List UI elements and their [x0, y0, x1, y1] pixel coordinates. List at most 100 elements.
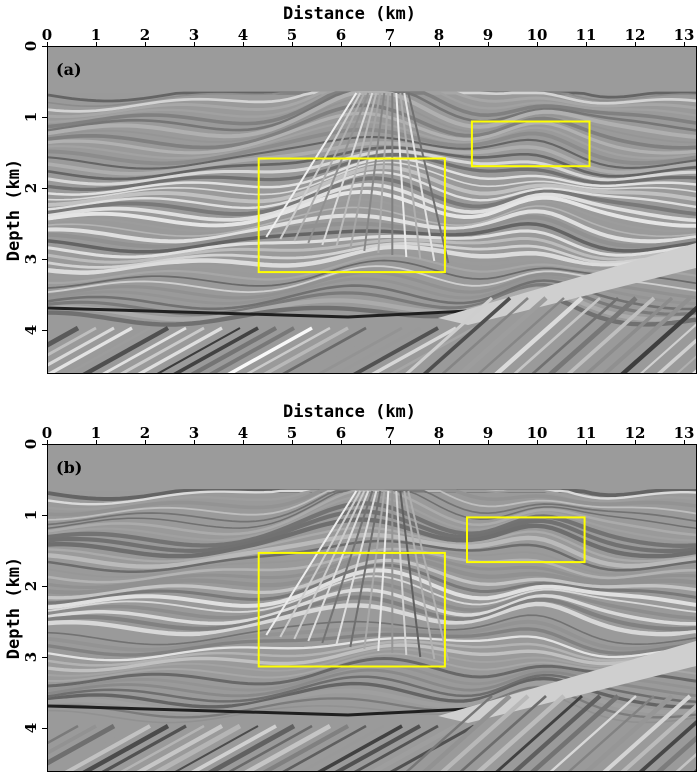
y-tick-label: 1: [22, 111, 41, 123]
reflector: [48, 635, 696, 662]
y-axis-title: Depth (km): [4, 158, 24, 262]
dipping-layer: [334, 724, 421, 771]
x-tick-label: 4: [237, 424, 249, 442]
dipping-layer: [318, 326, 403, 373]
dipping-layer: [440, 694, 530, 771]
x-tick-label: 8: [433, 424, 445, 442]
seismic-image: [47, 444, 697, 772]
y-tick-label: 1: [22, 509, 41, 521]
dipping-layer: [584, 296, 674, 373]
x-tick-mark: [537, 440, 538, 445]
dipping-layer: [227, 326, 313, 373]
dipping-layer: [136, 724, 224, 771]
reflector: [48, 152, 696, 192]
dipping-layer: [602, 296, 692, 373]
dipping-layer: [548, 296, 638, 373]
reflector: [48, 96, 696, 144]
y-axis-title: Depth (km): [4, 556, 24, 660]
dipping-layer: [675, 752, 696, 771]
reflector: [48, 259, 696, 289]
dipping-layer: [656, 735, 696, 771]
water-layer: [48, 445, 696, 491]
seismic-section: [48, 445, 696, 771]
reflector: [48, 509, 696, 554]
x-tick-label: 5: [286, 424, 298, 442]
reflector: [48, 287, 696, 322]
dipping-layer: [495, 694, 583, 771]
y-tick-label: 4: [22, 324, 41, 336]
dipping-layer: [48, 724, 133, 771]
reflector: [48, 544, 696, 578]
dipping-layer: [207, 723, 296, 771]
dipping-layer: [459, 694, 547, 771]
fault-reflector: [321, 490, 374, 644]
y-tick-label: 0: [22, 40, 41, 52]
reflector: [48, 656, 696, 688]
panel-label: (b): [56, 458, 83, 477]
x-tick-label: 3: [188, 26, 200, 44]
dipping-layer: [405, 695, 493, 771]
dipping-layer: [512, 694, 602, 771]
reflector: [48, 614, 696, 646]
dipping-layer: [638, 720, 696, 771]
dipping-layer: [352, 326, 439, 373]
reflector: [48, 547, 696, 584]
dipping-layer: [513, 296, 601, 373]
reflector: [48, 292, 696, 327]
dipping-layer: [263, 326, 349, 373]
dipping-layer: [602, 694, 692, 771]
dipping-layer: [101, 724, 187, 771]
x-tick-label: 13: [673, 424, 695, 442]
x-tick-label: 0: [41, 424, 53, 442]
dipping-layer: [354, 724, 439, 771]
dipping-layer: [549, 695, 637, 771]
fault-reflector: [403, 92, 436, 262]
x-tick-label: 6: [335, 26, 347, 44]
reflector: [48, 165, 696, 207]
dipping-layer: [190, 326, 278, 373]
x-tick-mark: [537, 42, 538, 47]
x-axis-title: Distance (km): [282, 4, 417, 24]
y-tick-mark: [42, 330, 47, 331]
x-tick-label: 5: [286, 26, 298, 44]
fault-reflector: [321, 92, 374, 246]
y-tick-mark: [42, 117, 47, 118]
fault-reflector: [279, 490, 362, 638]
reflector: [48, 229, 696, 259]
reflector: [48, 111, 696, 155]
dipping-layer: [156, 327, 241, 373]
reflector: [48, 215, 696, 249]
dipping-layer: [82, 724, 170, 771]
x-tick-mark: [684, 42, 685, 47]
x-tick-label: 2: [139, 424, 151, 442]
dipping-layer: [371, 326, 457, 373]
x-tick-mark: [292, 440, 293, 445]
x-tick-mark: [390, 440, 391, 445]
dipping-layer: [137, 326, 223, 373]
x-tick-mark: [586, 42, 587, 47]
x-tick-label: 12: [624, 26, 646, 44]
x-tick-mark: [341, 42, 342, 47]
dipping-layer: [191, 724, 277, 771]
x-tick-mark: [145, 440, 146, 445]
reflector: [48, 652, 696, 682]
dipping-layer: [567, 695, 655, 771]
dipping-layer: [476, 694, 566, 771]
dipping-layer: [620, 703, 696, 771]
dipping-layer: [48, 326, 115, 367]
x-tick-mark: [390, 42, 391, 47]
dipping-layer: [153, 723, 242, 771]
x-tick-mark: [341, 440, 342, 445]
seismic-image: [47, 46, 697, 374]
fault-reflector: [335, 92, 378, 248]
dipping-layer: [458, 296, 548, 373]
reflector: [48, 161, 696, 201]
dipping-layer: [422, 694, 512, 771]
dipping-layer: [317, 724, 403, 771]
reflector: [48, 254, 696, 285]
dipping-layer: [422, 296, 512, 373]
reflector: [48, 127, 696, 166]
dipping-layer: [441, 297, 529, 373]
dipping-layer: [335, 326, 421, 373]
fault-reflector: [265, 490, 358, 636]
